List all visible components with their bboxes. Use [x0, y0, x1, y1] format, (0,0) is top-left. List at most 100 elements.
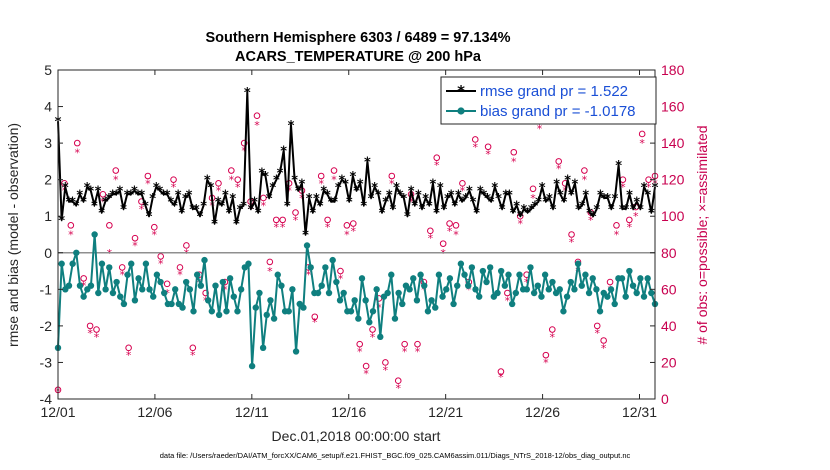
rmse-point: * [579, 199, 586, 214]
bias-point [369, 308, 377, 315]
rmse-point: * [313, 192, 320, 207]
obs-assimilated-point: * [620, 181, 626, 194]
rmse-point: * [266, 192, 273, 207]
rmse-point: * [633, 196, 640, 211]
bias-point [475, 293, 483, 300]
bias-point [446, 275, 454, 282]
bias-point [201, 256, 208, 264]
bias-point [219, 278, 227, 286]
obs-possible-point [581, 167, 588, 174]
bias-point [87, 282, 95, 289]
y-axis-right-label: # of obs: o=possible; ×=assimilated [694, 125, 710, 344]
obs-assimilated-point: * [126, 349, 132, 362]
bias-point [454, 282, 461, 289]
bias-point [388, 271, 395, 278]
rmse-point: * [473, 207, 480, 222]
obs-assimilated-point: * [633, 210, 639, 223]
bias-point [131, 297, 139, 304]
obs-assimilated-point: * [254, 119, 260, 132]
obs-assimilated-point: * [389, 177, 395, 190]
rmse-point: * [619, 203, 626, 218]
obs-possible-point [510, 148, 518, 156]
rmse-point: * [258, 166, 265, 181]
rmse-point: * [277, 166, 284, 181]
bias-point [230, 293, 238, 300]
bias-point [204, 297, 212, 304]
bias-point [377, 333, 384, 341]
bias-point [186, 286, 194, 293]
obs-assimilated-point: * [280, 221, 286, 234]
bias-point [270, 315, 278, 322]
bias-point [161, 289, 168, 297]
obs-possible-point [317, 172, 325, 180]
obs-possible-point [356, 340, 364, 348]
obs-assimilated-point: * [139, 203, 145, 216]
obs-assimilated-point: * [325, 221, 331, 234]
bias-point [589, 275, 596, 282]
obs-possible-point [568, 231, 575, 238]
rmse-point: * [324, 188, 331, 203]
obs-assimilated-point: * [171, 181, 177, 194]
bias-point [168, 300, 175, 308]
y-tick-label: 0 [44, 245, 52, 261]
obs-possible-point [349, 220, 357, 227]
rmse-point: * [626, 188, 633, 203]
bias-point [325, 289, 333, 297]
rmse-point: * [528, 203, 535, 218]
obs-assimilated-point: * [164, 287, 170, 300]
rmse-point: * [211, 218, 218, 233]
rmse-point: * [127, 188, 134, 203]
rmse-point: * [477, 185, 484, 200]
bias-point [461, 271, 468, 278]
obs-possible-point [125, 344, 132, 352]
obs-assimilated-point: * [261, 199, 267, 212]
bias-point [351, 297, 358, 304]
bias-point [556, 286, 563, 293]
obs-assimilated-point: * [306, 269, 312, 282]
obs-assimilated-point: * [383, 364, 389, 377]
rmse-point: * [357, 177, 364, 192]
obs-possible-point [324, 216, 331, 224]
bias-point [69, 260, 76, 267]
obs-possible-point [362, 362, 370, 370]
bias-point [538, 293, 545, 300]
obs-assimilated-point: * [543, 356, 549, 369]
bias-point [541, 271, 549, 278]
bias-point [439, 293, 446, 300]
bias-point [644, 275, 651, 282]
legend-bias-marker [457, 107, 465, 115]
rmse-point: * [648, 207, 655, 222]
obs-assimilated-point: * [152, 229, 158, 242]
rmse-point: * [364, 155, 371, 170]
rmse-point: * [309, 207, 316, 222]
bias-point [223, 308, 230, 315]
rmse-point: * [73, 199, 80, 214]
rmse-point: * [175, 188, 182, 203]
chart-subtitle: ACARS_TEMPERATURE @ 200 hPa [235, 49, 482, 65]
rmse-point: * [641, 181, 648, 196]
y-tick-label: 2 [44, 172, 52, 188]
rmse-point: * [157, 185, 164, 200]
bias-point [179, 304, 186, 311]
legend-box [440, 76, 657, 125]
y-right-tick-label: 80 [661, 245, 677, 261]
obs-assimilated-point: * [81, 280, 87, 293]
rmse-point: * [182, 192, 189, 207]
rmse-point: * [66, 196, 73, 211]
obs-assimilated-point: * [614, 229, 620, 242]
bias-point [607, 286, 615, 293]
obs-assimilated-point: * [312, 316, 318, 329]
bias-point [340, 289, 347, 297]
bias-point [329, 256, 336, 264]
bias-point [443, 286, 450, 293]
rmse-point: * [302, 229, 309, 244]
obs-assimilated-point: * [582, 174, 588, 187]
obs-possible-point [215, 180, 222, 187]
chart-title: Southern Hemisphere 6303 / 6489 = 97.134… [205, 30, 510, 46]
rmse-point: * [375, 188, 382, 203]
bias-point [120, 300, 128, 308]
obs-assimilated-point: * [434, 159, 440, 172]
y-right-tick-label: 120 [661, 172, 685, 188]
bias-point [333, 278, 340, 286]
rmse-point: * [280, 144, 287, 159]
